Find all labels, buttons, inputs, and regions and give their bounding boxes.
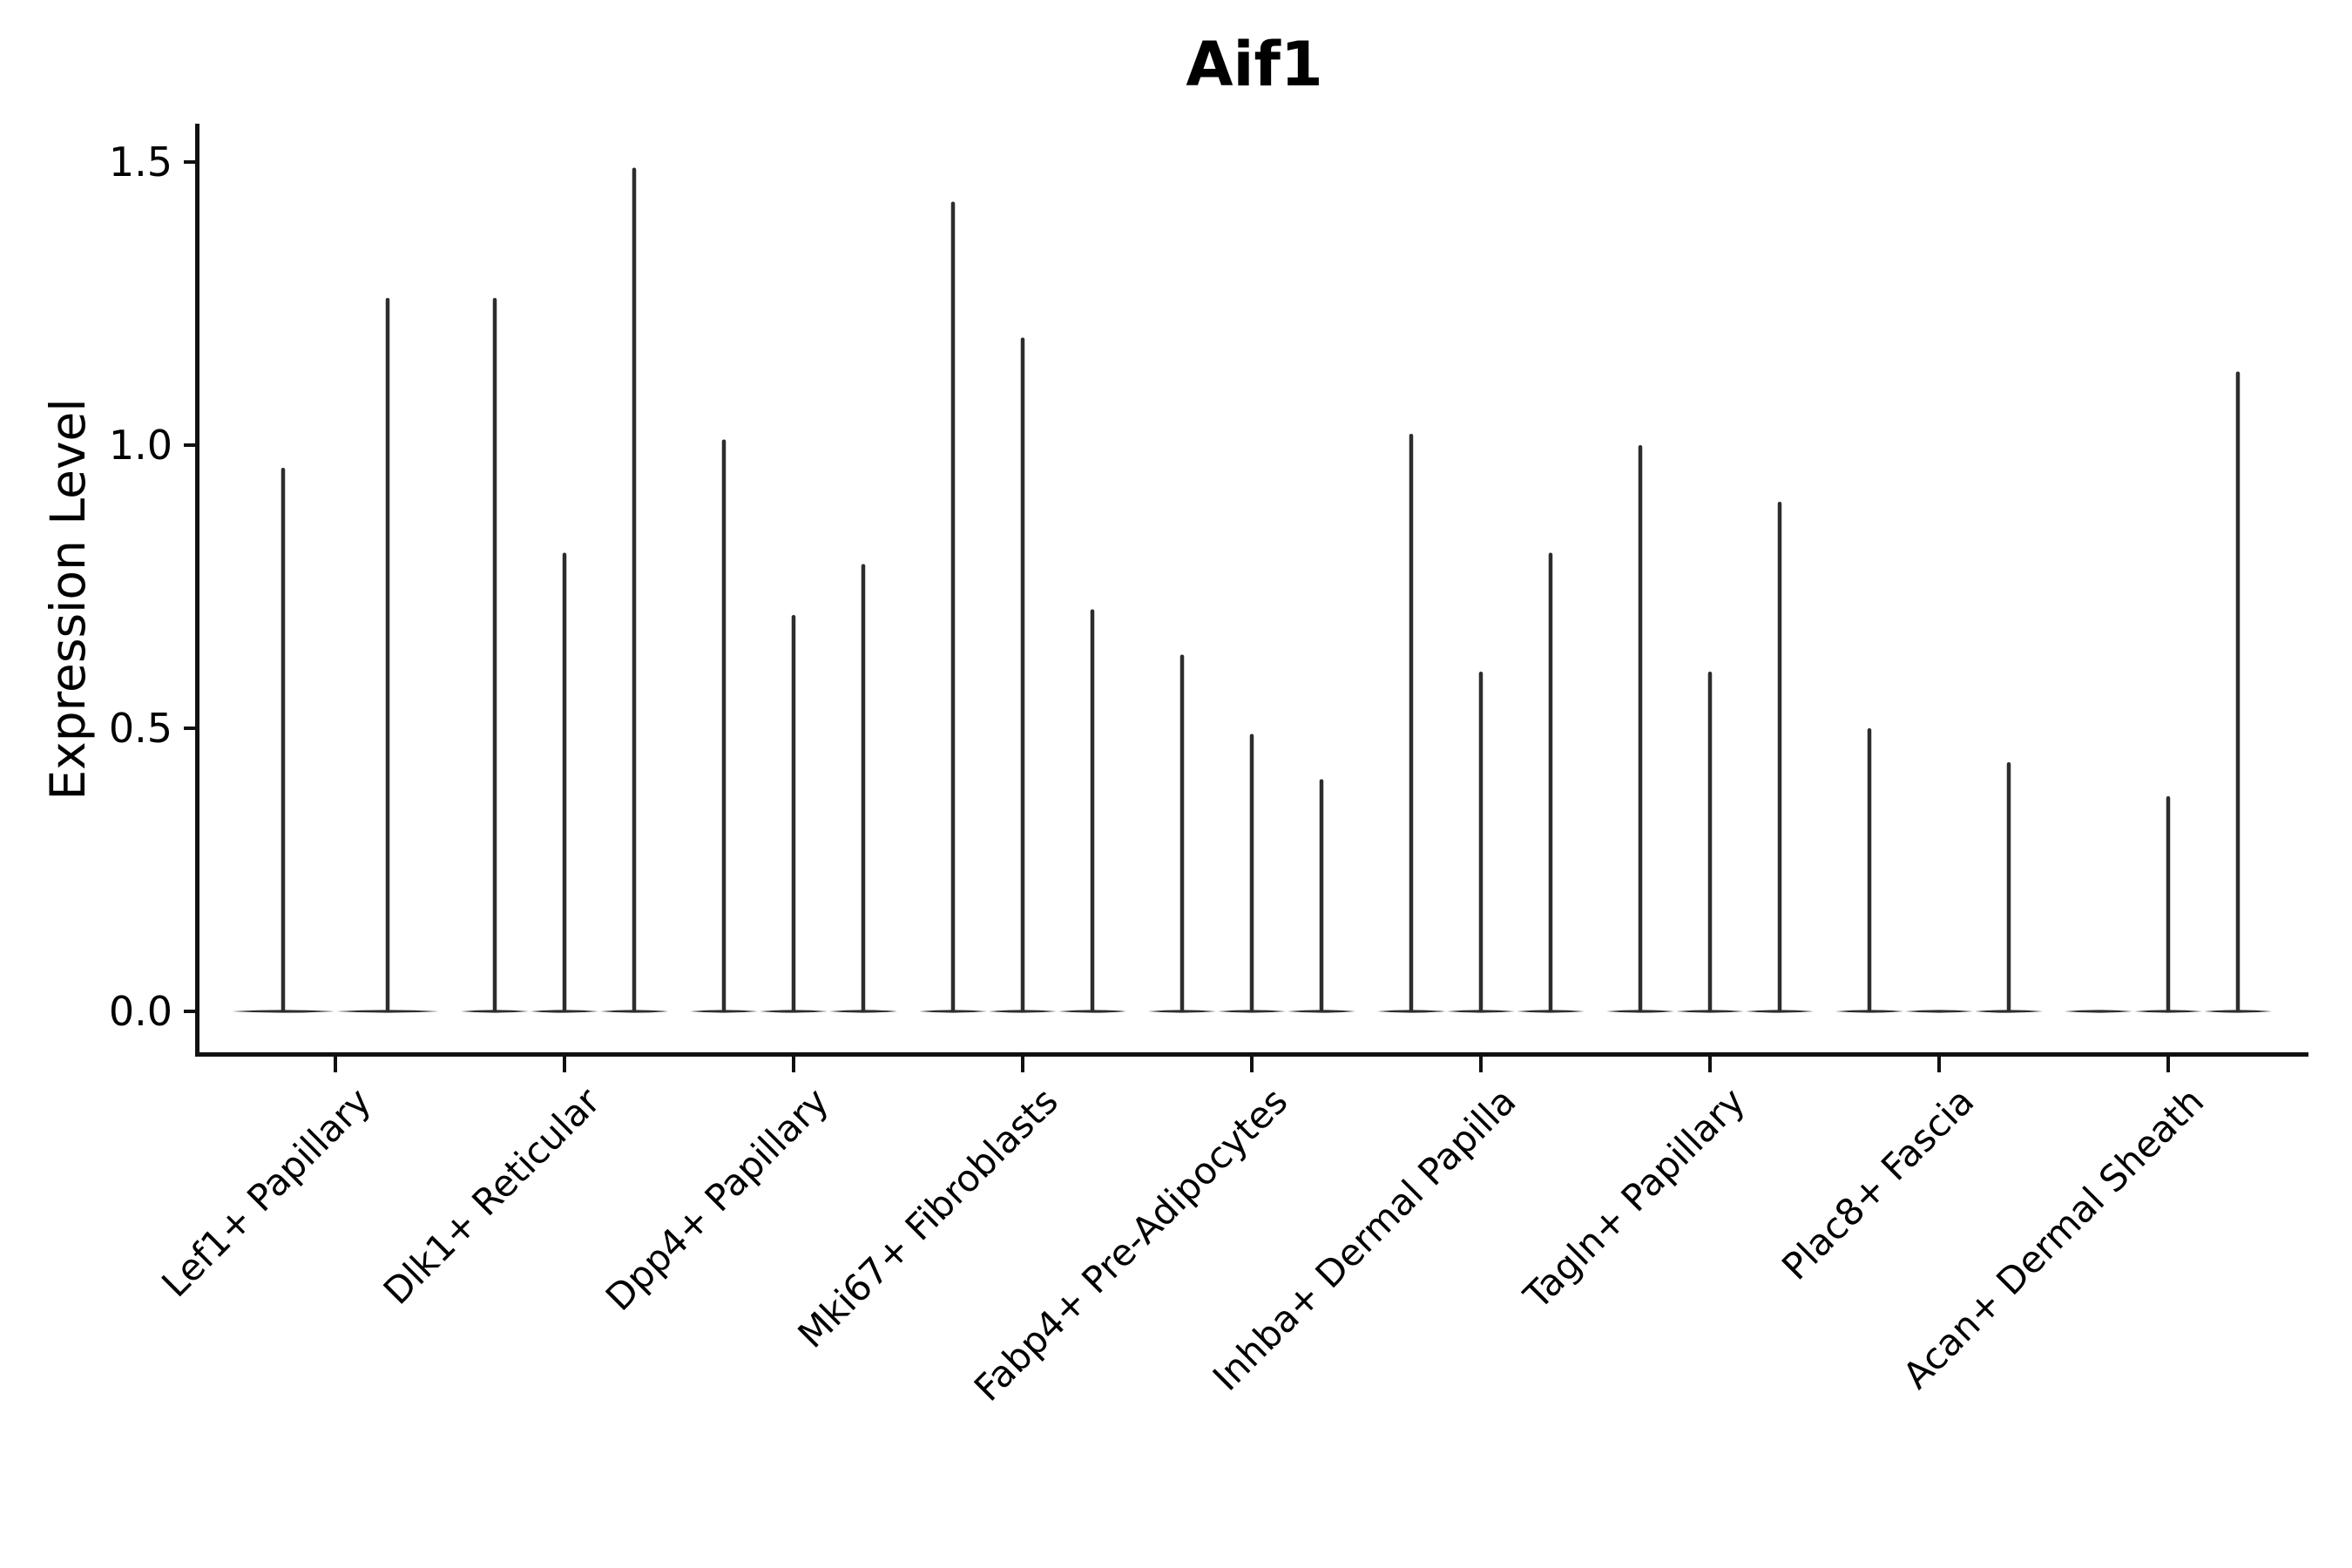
x-tick-mark <box>2166 1057 2170 1072</box>
x-tick-mark <box>1250 1057 1254 1072</box>
violin-spike <box>1707 672 1713 1011</box>
x-tick-mark <box>1937 1057 1941 1072</box>
violin-spike <box>861 564 866 1011</box>
violin-spike <box>280 468 286 1011</box>
x-tick-mark <box>1708 1057 1712 1072</box>
violin-spike <box>2006 762 2011 1011</box>
y-tick-label: 1.0 <box>108 422 172 469</box>
y-tick-mark <box>184 160 195 164</box>
violin-spike <box>950 201 956 1011</box>
violin-spike <box>1179 654 1185 1011</box>
y-axis-spine <box>195 124 199 1057</box>
x-tick-mark <box>334 1057 337 1072</box>
y-tick-label: 0.5 <box>108 705 172 752</box>
y-tick-label: 1.5 <box>108 139 172 186</box>
violin-spike <box>1638 445 1643 1011</box>
x-tick-mark <box>1479 1057 1483 1072</box>
y-tick-mark <box>184 1010 195 1013</box>
violin-spike <box>1090 609 1095 1011</box>
violin-spike <box>1319 779 1324 1011</box>
violin-base-lens <box>1905 1010 1973 1013</box>
x-tick-mark <box>563 1057 566 1072</box>
y-tick-mark <box>184 727 195 730</box>
violin-spike <box>721 439 727 1011</box>
violin-spike <box>2235 371 2240 1011</box>
violin-spike <box>492 298 497 1011</box>
x-tick-mark <box>792 1057 795 1072</box>
violin-spike <box>1409 434 1414 1011</box>
violin-spike <box>2166 796 2171 1011</box>
violin-base-lens <box>2065 1010 2132 1013</box>
violin-spike <box>632 167 637 1011</box>
violin-spike <box>1478 672 1484 1011</box>
violin-spike <box>1867 728 1872 1011</box>
x-axis-spine <box>195 1052 2308 1057</box>
violin-spike <box>791 615 796 1011</box>
y-tick-label: 0.0 <box>108 988 172 1035</box>
violin-spike <box>1020 337 1025 1011</box>
x-tick-mark <box>1021 1057 1024 1072</box>
violin-spike <box>385 298 390 1011</box>
violin-spike <box>1548 552 1553 1011</box>
violin-spike <box>1249 733 1254 1011</box>
violin-spike <box>1777 502 1782 1011</box>
chart-title: Aif1 <box>1186 29 1323 100</box>
y-tick-mark <box>184 443 195 447</box>
violin-spike <box>562 552 567 1011</box>
